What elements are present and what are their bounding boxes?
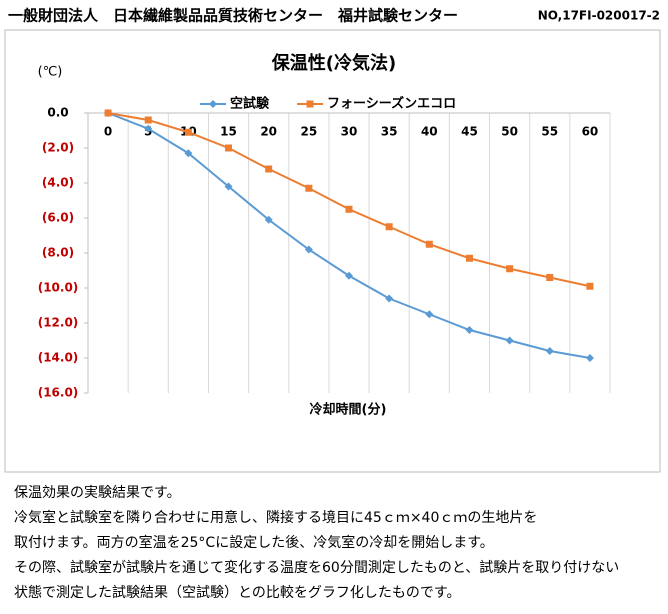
point — [586, 282, 594, 290]
point — [425, 240, 433, 248]
point — [264, 215, 273, 224]
legend-marker — [306, 100, 314, 108]
y-tick-label: (16.0) — [38, 386, 79, 400]
legend-marker — [209, 100, 217, 108]
legend-label: 空試験 — [230, 96, 270, 112]
y-unit: (℃) — [38, 65, 63, 80]
point — [224, 182, 233, 191]
point — [225, 144, 233, 152]
x-tick-label: 45 — [461, 125, 478, 139]
x-axis-label: 冷却時間(分) — [310, 402, 387, 418]
y-tick-label: (12.0) — [38, 316, 79, 330]
x-tick-label: 15 — [220, 125, 237, 139]
point — [505, 336, 514, 345]
legend-label: フォーシーズンエコロ — [327, 96, 456, 112]
body-line: 状態で測定した試験結果（空試験）との比較をグラフ化したものです。 — [14, 585, 460, 601]
body-line: 冷気室と試験室を隣り合わせに用意し、隣接する境目に45ｃｍ×40ｃｍの生地片を — [14, 509, 537, 526]
x-tick-label: 55 — [541, 125, 558, 139]
chart-title: 保温性(冷気法) — [271, 52, 396, 74]
point — [304, 245, 313, 254]
point — [265, 165, 273, 173]
point — [385, 223, 393, 231]
point — [465, 254, 473, 262]
y-tick-label: (8.0) — [42, 246, 74, 260]
point — [585, 354, 594, 362]
y-tick-label: 0.0 — [47, 106, 68, 120]
y-tick-label: (14.0) — [38, 351, 79, 365]
point — [144, 124, 153, 133]
point — [305, 184, 313, 192]
x-tick-label: 30 — [341, 125, 358, 139]
body-line: 取付けます。両方の室温を25°Cに設定した後、冷気室の冷却を開始します。 — [14, 534, 494, 551]
point — [345, 271, 353, 280]
body-text: 保温効果の実験結果です。冷気室と試験室を隣り合わせに用意し、隣接する境目に45ｃ… — [14, 485, 619, 601]
x-tick-label: 35 — [381, 125, 398, 139]
chart-frame — [4, 29, 661, 473]
point — [545, 347, 554, 355]
series-line — [107, 112, 591, 359]
x-tick-label: 40 — [421, 125, 438, 139]
header-number: NO,17FI-020017-2 — [538, 9, 660, 23]
body-line: 保温効果の実験結果です。 — [14, 485, 181, 501]
point — [184, 128, 192, 136]
y-tick-label: (4.0) — [42, 176, 74, 190]
body-line: その際、試験室が試験片を通じて変化する温度を60分間測定したものと、試験片を取り… — [14, 559, 619, 576]
y-tick-label: (2.0) — [42, 141, 74, 155]
point — [385, 294, 394, 303]
point — [506, 265, 514, 273]
y-tick-label: (10.0) — [38, 281, 79, 295]
x-tick-label: 25 — [300, 125, 317, 139]
y-tick-label: (6.0) — [42, 211, 74, 225]
point — [465, 326, 474, 334]
series-line — [107, 112, 591, 288]
point — [184, 149, 193, 158]
point — [546, 274, 554, 281]
x-tick-label: 60 — [582, 125, 599, 139]
point — [345, 205, 353, 213]
x-tick-label: 0 — [104, 125, 112, 139]
point — [104, 109, 112, 117]
header-title: 一般財団法人 日本繊維製品品質技術センター 福井試験センター — [8, 7, 458, 25]
x-tick-label: 20 — [260, 125, 277, 139]
x-tick-label: 50 — [501, 125, 518, 139]
point — [425, 310, 434, 319]
point — [144, 116, 152, 124]
